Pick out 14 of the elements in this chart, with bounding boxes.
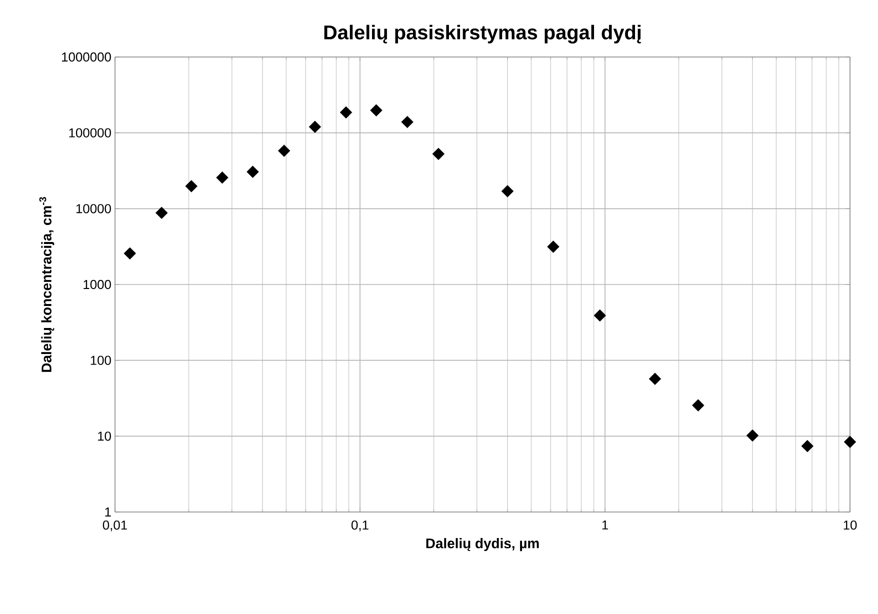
y-tick-label: 100 [90, 356, 111, 365]
y-tick-label: 100000 [69, 128, 111, 138]
x-tick-label: 1 [602, 520, 608, 530]
x-tick-label: 10 [844, 520, 857, 530]
y-tick-label: 1000 [84, 280, 111, 290]
y-tick-label: 10 [98, 432, 111, 441]
y-axis-title: Dalelių koncentracija, cm$^{-3}$ [39, 197, 54, 372]
y-tick-label: 1 [105, 508, 111, 516]
y-tick-label: 10000 [76, 204, 111, 214]
x-tick-label: 0,1 [351, 520, 368, 532]
x-axis-title: Dalelių dydis, µm [426, 538, 539, 552]
x-tick-label: 0,01 [102, 520, 127, 532]
y-tick-label: 1000000 [62, 52, 111, 62]
chart-title: Dalelių pasiskirstymas pagal dydį [324, 24, 641, 44]
